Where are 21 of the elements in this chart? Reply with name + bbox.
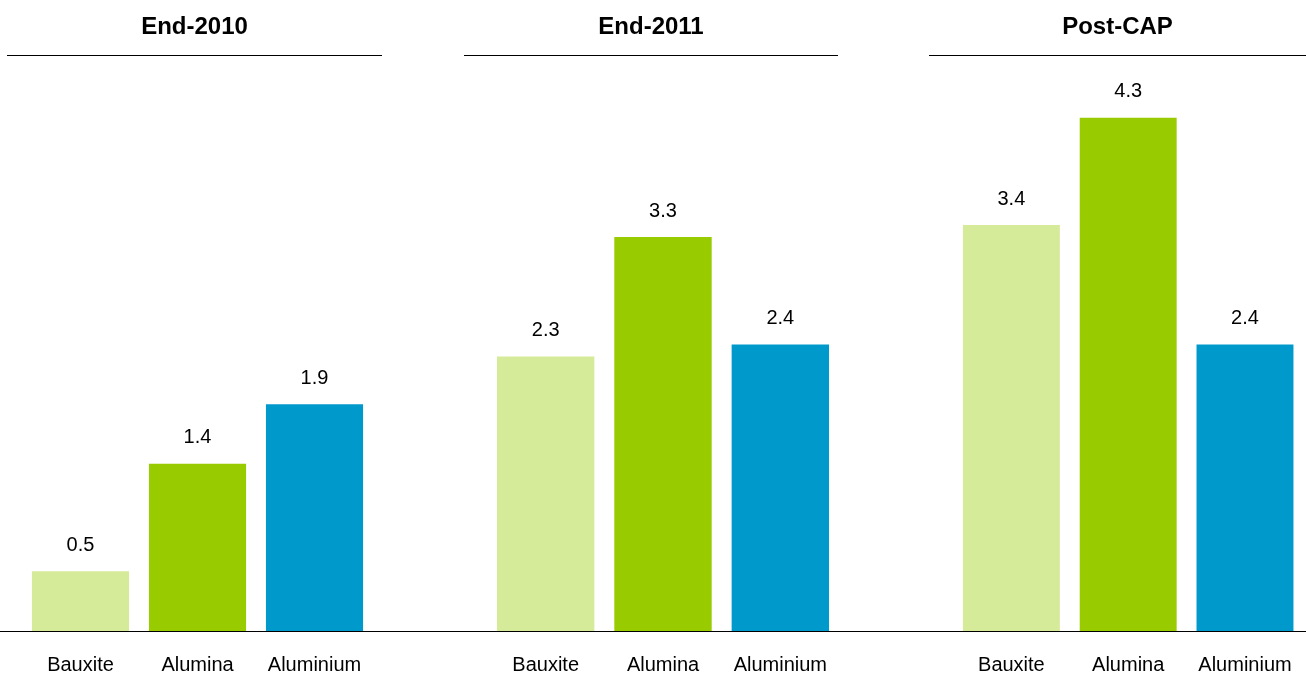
data-label: 2.4	[1231, 306, 1259, 328]
chart-title: Post-CAP	[1062, 11, 1173, 39]
chart-title: End-2010	[141, 11, 248, 39]
x-tick-label: Aluminium	[267, 652, 362, 675]
data-label: 3.4	[997, 186, 1026, 209]
data-label: 4.3	[1114, 79, 1143, 102]
x-tick-label: Bauxite	[47, 652, 114, 675]
chart-title: End-2011	[598, 11, 704, 39]
data-label: 0.5	[66, 532, 95, 555]
x-tick-label: Aluminium	[733, 652, 828, 675]
x-tick-label: Bauxite	[978, 652, 1045, 675]
x-tick-label: Alumina	[161, 652, 235, 675]
data-label: 2.3	[531, 317, 560, 340]
data-label: 1.9	[300, 365, 329, 388]
x-tick-label: Alumina	[626, 652, 700, 675]
x-tick-label: Bauxite	[512, 652, 580, 675]
x-tick-label: Alumina	[1092, 652, 1166, 675]
data-label: 3.3	[649, 198, 677, 221]
data-label: 1.4	[183, 425, 212, 448]
x-tick-label: Aluminium	[1198, 652, 1292, 675]
data-label: 2.4	[766, 306, 795, 328]
